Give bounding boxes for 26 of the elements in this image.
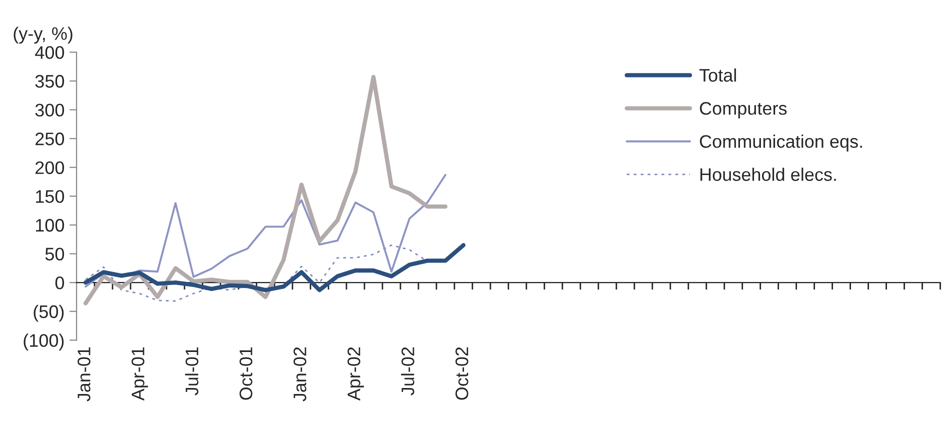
y-tick-label: 300 [35,104,64,117]
x-tick-label: Jan-01 [78,347,90,402]
y-tick-label: (50) [34,304,64,322]
y-tick-label: 150 [36,190,64,203]
legend-label: Household elecs. [700,168,836,181]
line-series [83,74,448,306]
x-tick-label: Jul-02 [401,347,414,396]
x-tick-label: Jan-02 [294,347,306,402]
y-tick-label: 200 [36,161,64,174]
y-tick-label: 400 [35,46,64,59]
x-tick-label: Oct-01 [240,347,252,400]
x-tick-label: Apr-02 [348,347,364,401]
line-series [83,243,466,292]
y-axis-title: (y-y, %) [14,26,72,44]
y-tick-label: 350 [35,74,64,88]
y-tick-label: 0 [55,276,64,290]
legend-label: Communication eqs. [700,134,862,152]
x-tick-label: Jul-01 [185,347,198,396]
legend-label: Computers [700,102,787,118]
y-tick-label: 100 [36,218,64,232]
x-tick-label: Oct-02 [455,347,468,400]
y-tick-label: 50 [45,248,64,260]
y-tick-label: (100) [24,334,64,350]
x-tick-label: Apr-01 [132,347,148,401]
y-tick-label: 250 [36,132,64,146]
legend-label: Total [699,68,736,82]
